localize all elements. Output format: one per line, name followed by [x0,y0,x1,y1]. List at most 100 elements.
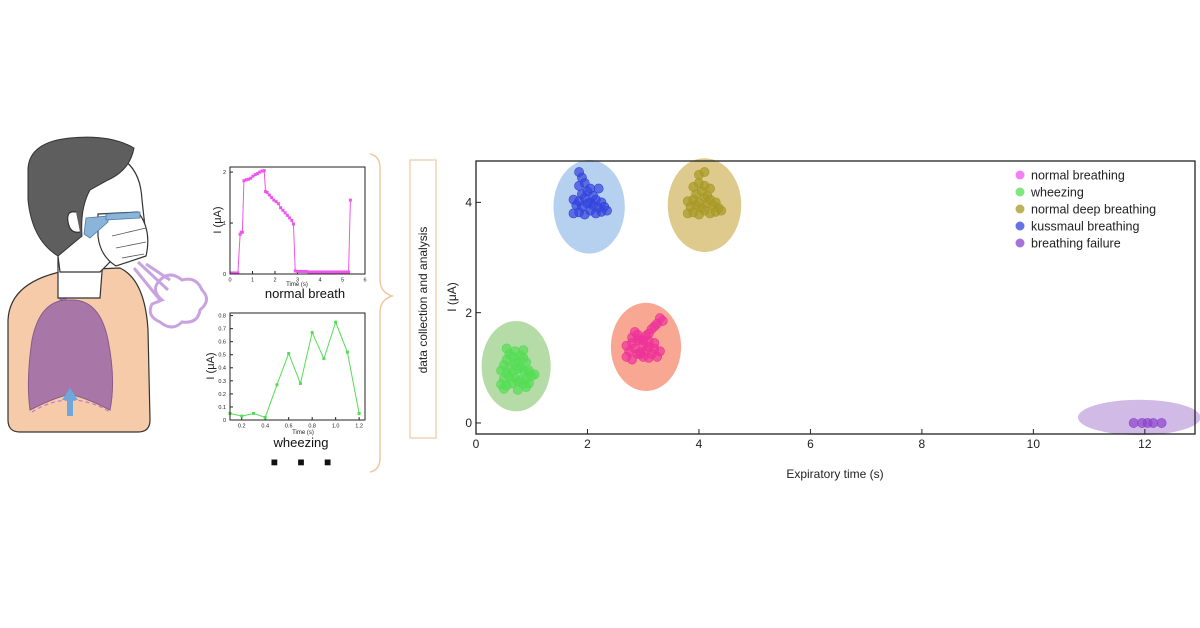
main-chart-xtick-label: 8 [919,437,926,451]
normal-breath-point [293,269,297,273]
legend-swatch [1015,238,1025,248]
wheezing-ytick-label: 0.7 [218,327,226,333]
wheezing-ytick-label: 0.3 [218,379,226,385]
normal-breath-ytick-label: 1 [223,221,226,227]
normal-breath-point [307,270,311,274]
wheezing-point [275,383,279,387]
diaphragm-arrow-shaft [67,398,73,416]
normal-breath-xtick-label: 0 [228,278,231,284]
normal-breath-point [285,213,289,217]
normal-breath-point [283,211,287,215]
normal-breath-point [276,202,280,206]
normal-breath-point [296,269,299,273]
hair-shape [27,136,135,257]
normal-breath-point [332,270,335,274]
wheezing-point [334,320,338,324]
wheezing-ticks: 0.2 0.4 0.6 0.8 1.0 1.2 0 0.1 0.2 0.3 0.4 0.5 0.6 0.7… [218,314,363,430]
normal-breath-point [316,270,320,274]
normal-breath-point [242,179,246,183]
normal-breath-point [345,270,349,274]
wheezing-points [228,320,361,419]
wheezing-point [287,351,291,355]
normal-breath-point [258,170,262,174]
normal-breath-point [260,169,264,173]
legend-label: wheezing [1030,186,1084,200]
normal-breath-chart: 0 1 2 3 4 5 6 0 1 2 I (μA) Time (s) normal breath [212,166,367,301]
normal-breath-point [329,270,333,274]
ear-shape [67,211,81,233]
mask-shape [97,211,149,267]
normal-breath-point [267,193,271,197]
wheezing-ytick-label: 0.5 [218,353,226,359]
scatter-point [699,167,710,177]
normal-breath-point [309,270,313,274]
scatter-point [710,197,721,208]
normal-breath-point [255,172,259,176]
normal-breath-point [341,270,344,274]
wheezing-ytick-label: 0.6 [218,340,226,346]
normal-breath-point [302,269,306,273]
scatter-points [496,167,1167,428]
legend-swatch [1015,204,1025,214]
wheezing-ytick-label: 0.8 [218,314,226,320]
legend-swatch [1015,170,1025,180]
cluster-ellipse [1077,399,1200,436]
stage-label: data collection and analysis [416,227,430,374]
curly-brace [369,153,395,473]
main-chart-xtick-label: 0 [473,437,480,451]
normal-breath-point [234,271,238,275]
normal-breath-point [305,269,308,273]
diaphragm-arrow-head [62,388,78,400]
normal-breath-point [291,222,295,226]
scatter-point [629,327,640,337]
normal-breath-point [314,270,317,274]
normal-breath-point [236,271,240,275]
scatter-point [512,384,523,395]
normal-breath-point [270,196,274,200]
wheezing-point [263,415,267,419]
normal-breath-xtick-label: 5 [341,278,344,284]
main-chart-ticks: 0 2 4 6 8 10 12 0 2 4 [465,196,1152,451]
wheezing-title: wheezing [273,435,329,450]
normal-breath-point [244,178,248,182]
main-chart-ytick-label: 0 [465,416,472,430]
normal-breath-ytick-label: 0 [223,272,226,278]
normal-breath-point [240,230,244,234]
normal-breath-title: normal breath [265,286,345,301]
normal-breath-point [249,176,253,180]
main-chart-xtick-label: 12 [1138,437,1152,451]
scatter-point [643,328,654,339]
normal-breath-point [272,198,276,202]
wheezing-ylabel: I (μA) [205,352,217,379]
diaphragm-line [31,399,111,413]
normal-breath-point [320,270,324,274]
wheezing-xtick-label: 0.2 [238,424,246,430]
normal-breath-ylabel: I (μA) [212,206,224,233]
normal-breath-point [311,270,315,274]
scatter-point [649,338,660,348]
mask-folds [111,227,147,259]
wheezing-xtick-label: 1.2 [355,424,363,430]
scatter-point [635,349,646,359]
main-chart-frame [475,160,1196,435]
normal-breath-xtick-label: 3 [296,278,299,284]
wheezing-xtick-label: 0.4 [261,424,269,430]
normal-breath-point [348,198,352,202]
scatter-point [1128,418,1139,428]
scatter-point [705,183,715,194]
wheezing-line [229,320,360,419]
normal-breath-point [262,169,266,173]
scatter-point [521,382,532,393]
normal-breath-xtick-label: 4 [318,278,321,284]
scatter-point [498,383,509,394]
wheezing-frame [229,312,366,421]
legend-label: normal deep breathing [1031,203,1156,217]
wheezing-point [345,350,349,354]
normal-breath-point [251,174,255,178]
scatter-point [574,167,585,177]
normal-breath-point [325,270,329,274]
normal-breath-point [238,232,242,236]
scatter-point [596,197,607,208]
mask-strap [83,215,109,239]
